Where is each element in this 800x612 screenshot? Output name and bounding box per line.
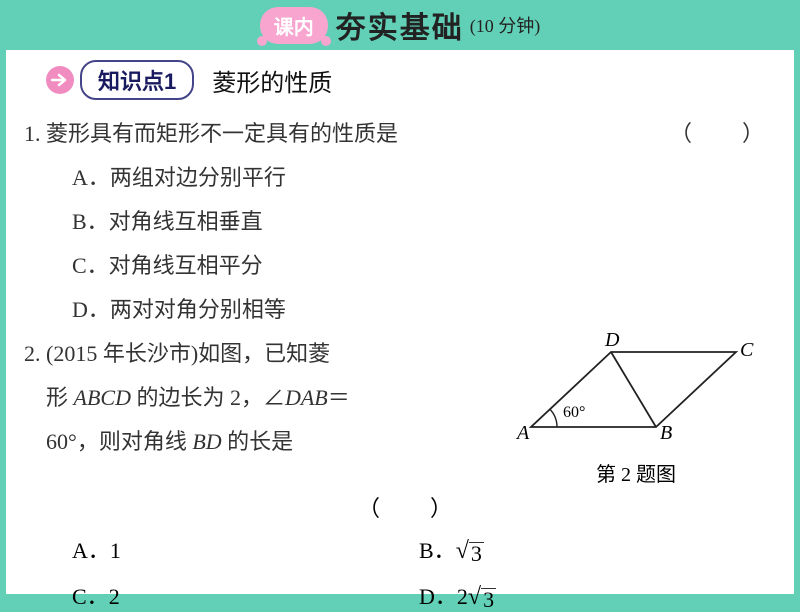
svg-text:A: A [515, 422, 530, 444]
q1-option-d: D．两对对角分别相等 [72, 288, 766, 332]
question-1: 1.菱形具有而矩形不一定具有的性质是 （ ） [46, 112, 766, 156]
q2-abcd: ABCD [74, 385, 131, 410]
q1-option-c: C．对角线互相平分 [72, 244, 766, 288]
svg-text:B: B [660, 422, 672, 444]
question-2: 2.(2015 年长沙市)如图，已知菱 形 ABCD 的边长为 2，∠DAB＝ … [46, 332, 766, 487]
q2-stem-part1: 如图，已知菱 [198, 341, 330, 366]
header-subtitle: (10 分钟) [470, 12, 541, 38]
q2-source: (2015 年长沙市) [46, 341, 198, 366]
q1-stem: 菱形具有而矩形不一定具有的性质是 [46, 121, 398, 146]
page-content: 知识点1 菱形的性质 1.菱形具有而矩形不一定具有的性质是 （ ） A．两组对边… [6, 50, 794, 594]
q2-option-a: A．1 [72, 533, 419, 565]
q2-figure: A B C D 60° 第 2 题图 [506, 332, 766, 487]
knowledge-point-label: 知识点1 [80, 60, 194, 100]
q2-option-b: B．√3 [419, 533, 766, 565]
knowledge-point-title: 菱形的性质 [212, 63, 332, 98]
q2-dab: DAB [285, 385, 328, 410]
header-title: 夯实基础 [336, 3, 464, 47]
q1-option-a: A．两组对边分别平行 [72, 156, 766, 200]
svg-text:C: C [740, 339, 754, 361]
arrow-icon [46, 66, 74, 94]
svg-text:60°: 60° [563, 404, 585, 421]
q2-stem3-post: 的长是 [222, 429, 294, 454]
q2-stem3-mid: ，则对角线 [77, 429, 193, 454]
q2-eq: ＝ [328, 385, 350, 410]
q1-number: 1. [24, 112, 46, 156]
q2-stem-mid: 的边长为 2，∠ [131, 385, 285, 410]
q1-answer-blank: （ ） [670, 112, 766, 156]
q1-options: A．两组对边分别平行 B．对角线互相垂直 C．对角线互相平分 D．两对对角分别相… [72, 156, 766, 332]
q2-option-c: C．2 [72, 579, 419, 611]
q1-option-b: B．对角线互相垂直 [72, 200, 766, 244]
q2-option-d: D．2√3 [419, 579, 766, 611]
badge-kenei: 课内 [260, 7, 328, 44]
svg-text:D: D [604, 332, 620, 351]
section-header: 课内 夯实基础 (10 分钟) [0, 0, 800, 50]
q2-answer-blank: （ ） [46, 491, 766, 523]
knowledge-point-row: 知识点1 菱形的性质 [46, 60, 766, 100]
q2-angle: 60° [46, 429, 77, 454]
figure-caption: 第 2 题图 [506, 458, 766, 487]
q2-options: A．1 B．√3 C．2 D．2√3 [72, 533, 766, 611]
rhombus-diagram: A B C D 60° [511, 332, 761, 452]
q2-stem-pre: 形 [46, 385, 74, 410]
q2-bd: BD [192, 429, 221, 454]
q2-number: 2. [24, 332, 46, 376]
